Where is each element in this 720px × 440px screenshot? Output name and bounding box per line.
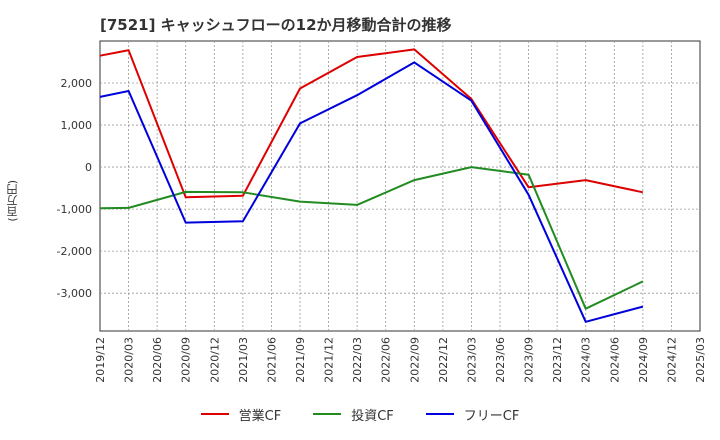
chart-plot: 2019/12 2020/03 2020/06 2020/09 2020/12 2021/… [57, 40, 707, 383]
chart-title: [7521] キャッシュフローの12か月移動合計の推移 [100, 16, 452, 34]
plot-frame [99, 40, 701, 332]
x-tick-label: 2023/09 [523, 337, 536, 383]
x-tick-label: 2020/12 [208, 337, 221, 383]
y-tick-label: 0 [85, 161, 92, 174]
x-tick-label: 2025/03 [694, 337, 707, 383]
legend-item: 投資CF [313, 405, 394, 424]
legend: 営業CF 投資CF フリーCF [0, 403, 720, 425]
series-line [99, 61, 644, 323]
x-tick-label: 2020/06 [151, 337, 164, 383]
x-tick-label: 2024/09 [637, 337, 650, 383]
x-tick-label: 2020/03 [123, 337, 136, 383]
x-tick-label: 2021/12 [323, 337, 336, 383]
legend-label: 投資CF [351, 408, 394, 424]
y-tick-label: 1,000 [61, 119, 93, 132]
legend-item: 営業CF [200, 405, 282, 424]
y-tick-label: -2,000 [57, 245, 92, 258]
legend-label: フリーCF [463, 408, 520, 424]
x-tick-label: 2021/03 [237, 337, 250, 383]
series-line [99, 166, 644, 310]
x-tick-label: 2021/06 [265, 337, 278, 383]
series-line [99, 48, 644, 199]
x-tick-label: 2022/03 [351, 337, 364, 383]
legend-swatch [200, 413, 229, 415]
tick-layer: 2019/12 2020/03 2020/06 2020/09 2020/12 2021/… [57, 77, 707, 383]
x-tick-label: 2024/06 [608, 337, 621, 383]
x-tick-label: 2020/09 [180, 337, 193, 383]
x-tick-label: 2023/06 [494, 337, 507, 383]
x-tick-label: 2022/09 [408, 337, 421, 383]
series-layer [99, 48, 644, 323]
x-tick-label: 2023/12 [551, 337, 564, 383]
legend-swatch [313, 413, 342, 415]
x-tick-label: 2024/12 [665, 337, 678, 383]
legend-label: 営業CF [238, 408, 282, 424]
x-tick-label: 2019/12 [94, 337, 107, 383]
legend-item: フリーCF [425, 405, 520, 424]
x-tick-label: 2022/12 [437, 337, 450, 383]
y-tick-label: -3,000 [57, 287, 92, 300]
x-tick-label: 2022/06 [380, 337, 393, 383]
grid-layer [99, 40, 701, 332]
x-tick-label: 2023/03 [465, 337, 478, 383]
y-tick-label: 2,000 [61, 77, 93, 90]
x-tick-label: 2024/03 [580, 337, 593, 383]
x-tick-label: 2021/09 [294, 337, 307, 383]
legend-swatch [425, 413, 454, 415]
y-tick-label: -1,000 [57, 203, 92, 216]
